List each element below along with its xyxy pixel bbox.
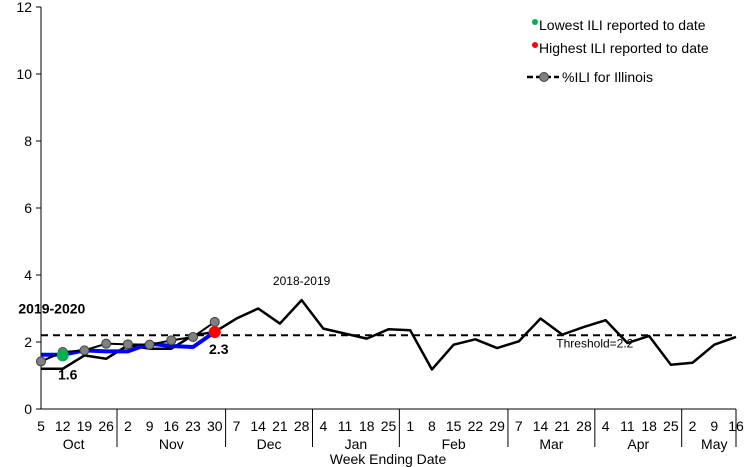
illinois-data-point bbox=[209, 316, 220, 327]
x-tick-label: 26 bbox=[98, 418, 114, 434]
y-tick-label: 10 bbox=[16, 66, 32, 82]
x-tick-label: 2 bbox=[689, 418, 697, 434]
illinois-data-point bbox=[166, 335, 177, 346]
x-tick-label: 25 bbox=[381, 418, 397, 434]
month-label: Jan bbox=[345, 436, 368, 452]
x-tick-label: 18 bbox=[641, 418, 657, 434]
lowest-ili-label: 1.6 bbox=[58, 366, 78, 382]
y-tick-label: 8 bbox=[24, 133, 32, 149]
legend-marker bbox=[532, 42, 538, 48]
x-tick-label: 30 bbox=[207, 418, 223, 434]
month-label: Oct bbox=[63, 436, 85, 452]
annotations-group: 1.6 2.3 2018-2019 2019-2020 bbox=[18, 274, 330, 382]
x-tick-label: 11 bbox=[338, 418, 353, 434]
x-tick-label: 5 bbox=[37, 418, 45, 434]
x-tick-label: 23 bbox=[185, 418, 201, 434]
legend-marker bbox=[539, 72, 549, 82]
illinois-data-point bbox=[122, 339, 133, 350]
x-tick-label: 9 bbox=[146, 418, 154, 434]
lowest-ili-marker bbox=[56, 349, 69, 362]
x-tick-label: 19 bbox=[77, 418, 93, 434]
x-tick-label: 12 bbox=[55, 418, 71, 434]
x-tick-label: 1 bbox=[406, 418, 414, 434]
y-tick-label: 12 bbox=[16, 0, 32, 15]
legend-group: Lowest ILI reported to date Highest ILI r… bbox=[527, 17, 709, 85]
x-tick-label: 21 bbox=[554, 418, 570, 434]
x-tick-label: 4 bbox=[319, 418, 327, 434]
month-label: May bbox=[701, 436, 727, 452]
x-tick-label: 22 bbox=[468, 418, 484, 434]
illinois-data-point bbox=[36, 356, 46, 367]
x-tick-label: 8 bbox=[428, 418, 436, 434]
month-label: Mar bbox=[539, 436, 563, 452]
series-group bbox=[36, 298, 737, 371]
illinois-data-point bbox=[188, 331, 199, 342]
illinois-data-point bbox=[79, 345, 90, 356]
x-tick-label: 7 bbox=[515, 418, 523, 434]
x-tick-label: 28 bbox=[576, 418, 592, 434]
month-label: Dec bbox=[257, 436, 282, 452]
series-annotation: 2019-2020 bbox=[18, 301, 85, 317]
legend-label: Lowest ILI reported to date bbox=[539, 17, 706, 33]
x-tick-label: 29 bbox=[489, 418, 505, 434]
x-tick-label: 14 bbox=[250, 418, 266, 434]
month-label: Nov bbox=[159, 436, 184, 452]
highest-ili-label: 2.3 bbox=[209, 341, 229, 357]
y-tick-label: 6 bbox=[24, 200, 32, 216]
illinois-data-point bbox=[144, 339, 155, 350]
highest-ili-marker bbox=[208, 325, 221, 338]
x-tick-label: 9 bbox=[710, 418, 718, 434]
x-tick-label: 2 bbox=[124, 418, 132, 434]
x-axis-title: Week Ending Date bbox=[330, 451, 447, 467]
x-tick-label: 11 bbox=[620, 418, 635, 434]
legend-label: %ILI for Illinois bbox=[562, 69, 653, 85]
series-blue-line bbox=[41, 330, 216, 357]
y-tick-label: 4 bbox=[24, 267, 32, 283]
x-tick-label: 18 bbox=[359, 418, 375, 434]
y-tick-label: 2 bbox=[24, 334, 32, 350]
series-annotation: 2018-2019 bbox=[273, 274, 331, 288]
x-tick-label: 14 bbox=[533, 418, 549, 434]
x-tick-label: 7 bbox=[233, 418, 241, 434]
y-tick-label: 0 bbox=[24, 401, 32, 417]
x-tick-label: 25 bbox=[663, 418, 679, 434]
legend-marker bbox=[532, 19, 538, 25]
month-label: Apr bbox=[627, 436, 649, 452]
threshold-label: Threshold=2.2 bbox=[556, 336, 633, 350]
x-tick-label: 4 bbox=[602, 418, 610, 434]
month-label: Feb bbox=[442, 436, 466, 452]
x-tick-label: 28 bbox=[294, 418, 310, 434]
series-2018-2019-line bbox=[41, 298, 737, 371]
x-tick-label: 16 bbox=[164, 418, 180, 434]
legend-label: Highest ILI reported to date bbox=[539, 40, 709, 56]
x-tick-label: 21 bbox=[272, 418, 288, 434]
illinois-data-point bbox=[101, 338, 112, 349]
x-tick-label: 15 bbox=[446, 418, 462, 434]
